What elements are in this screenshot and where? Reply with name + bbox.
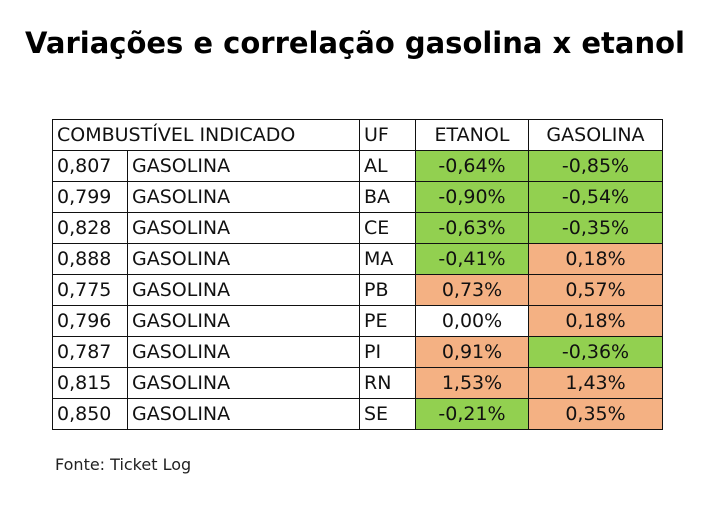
cell-uf: BA: [359, 181, 416, 213]
table-row: 0,796 GASOLINA PE 0,00% 0,18%: [52, 305, 663, 337]
cell-etanol: -0,41%: [415, 243, 529, 275]
cell-combustivel: GASOLINA: [127, 398, 360, 430]
cell-gasolina: -0,35%: [528, 212, 663, 244]
source-note: Fonte: Ticket Log: [55, 455, 192, 474]
cell-combustivel: GASOLINA: [127, 336, 360, 368]
cell-etanol: 0,00%: [415, 305, 529, 337]
cell-indice: 0,850: [52, 398, 128, 430]
cell-uf: AL: [359, 150, 416, 182]
cell-uf: PE: [359, 305, 416, 337]
cell-gasolina: -0,36%: [528, 336, 663, 368]
cell-etanol: -0,90%: [415, 181, 529, 213]
cell-etanol: 1,53%: [415, 367, 529, 399]
cell-gasolina: 0,35%: [528, 398, 663, 430]
cell-combustivel: GASOLINA: [127, 212, 360, 244]
cell-indice: 0,796: [52, 305, 128, 337]
cell-combustivel: GASOLINA: [127, 150, 360, 182]
page-title: Variações e correlação gasolina x etanol: [25, 26, 685, 60]
cell-combustivel: GASOLINA: [127, 181, 360, 213]
cell-gasolina: 0,18%: [528, 305, 663, 337]
cell-combustivel: GASOLINA: [127, 367, 360, 399]
table-row: 0,799 GASOLINA BA -0,90% -0,54%: [52, 181, 663, 213]
table-row: 0,775 GASOLINA PB 0,73% 0,57%: [52, 274, 663, 306]
cell-etanol: -0,21%: [415, 398, 529, 430]
cell-indice: 0,775: [52, 274, 128, 306]
header-combustivel: COMBUSTÍVEL INDICADO: [52, 119, 360, 151]
cell-etanol: -0,64%: [415, 150, 529, 182]
cell-indice: 0,815: [52, 367, 128, 399]
cell-gasolina: 0,18%: [528, 243, 663, 275]
table-row: 0,815 GASOLINA RN 1,53% 1,43%: [52, 367, 663, 399]
cell-indice: 0,807: [52, 150, 128, 182]
table-row: 0,850 GASOLINA SE -0,21% 0,35%: [52, 398, 663, 430]
cell-indice: 0,828: [52, 212, 128, 244]
cell-gasolina: -0,54%: [528, 181, 663, 213]
header-uf: UF: [359, 119, 416, 151]
cell-uf: MA: [359, 243, 416, 275]
cell-uf: SE: [359, 398, 416, 430]
cell-indice: 0,787: [52, 336, 128, 368]
table-header-row: COMBUSTÍVEL INDICADO UF ETANOL GASOLINA: [52, 119, 663, 151]
fuel-variation-table: COMBUSTÍVEL INDICADO UF ETANOL GASOLINA …: [52, 119, 663, 430]
cell-uf: RN: [359, 367, 416, 399]
cell-etanol: 0,73%: [415, 274, 529, 306]
table-row: 0,888 GASOLINA MA -0,41% 0,18%: [52, 243, 663, 275]
cell-gasolina: 1,43%: [528, 367, 663, 399]
cell-indice: 0,799: [52, 181, 128, 213]
cell-combustivel: GASOLINA: [127, 305, 360, 337]
cell-uf: PB: [359, 274, 416, 306]
cell-combustivel: GASOLINA: [127, 243, 360, 275]
header-gasolina: GASOLINA: [528, 119, 663, 151]
table-row: 0,807 GASOLINA AL -0,64% -0,85%: [52, 150, 663, 182]
cell-etanol: 0,91%: [415, 336, 529, 368]
header-etanol: ETANOL: [415, 119, 529, 151]
cell-uf: CE: [359, 212, 416, 244]
table-row: 0,787 GASOLINA PI 0,91% -0,36%: [52, 336, 663, 368]
cell-etanol: -0,63%: [415, 212, 529, 244]
table-row: 0,828 GASOLINA CE -0,63% -0,35%: [52, 212, 663, 244]
cell-indice: 0,888: [52, 243, 128, 275]
cell-uf: PI: [359, 336, 416, 368]
cell-combustivel: GASOLINA: [127, 274, 360, 306]
cell-gasolina: -0,85%: [528, 150, 663, 182]
cell-gasolina: 0,57%: [528, 274, 663, 306]
